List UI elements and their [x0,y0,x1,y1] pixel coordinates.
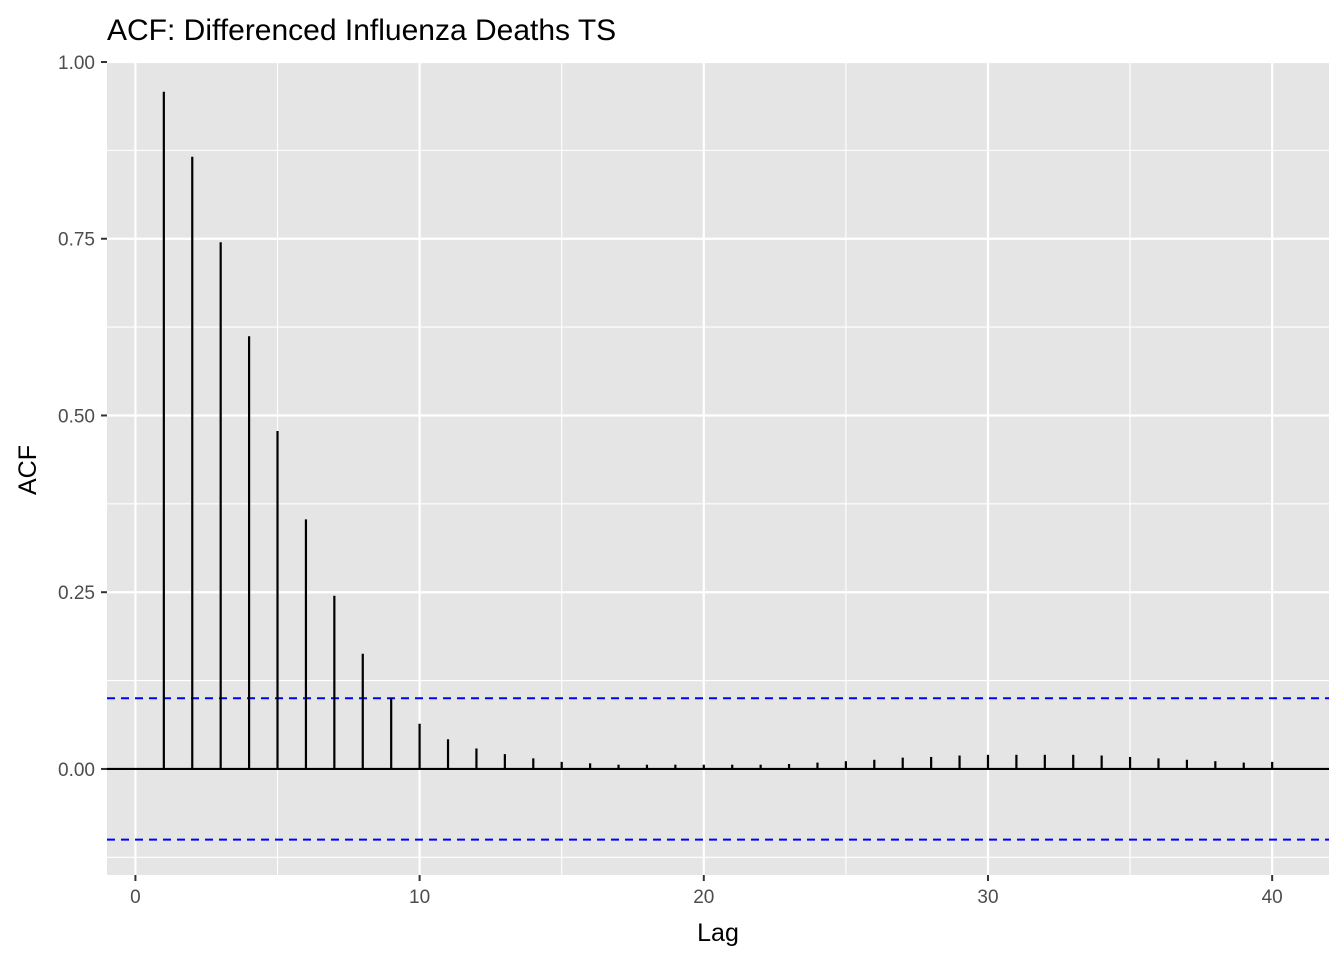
major-gridlines [107,60,1329,875]
minor-gridlines [107,62,1329,875]
x-tick-label: 10 [409,887,430,908]
confidence-bounds [107,697,1329,841]
chart-title: ACF: Differenced Influenza Deaths TS [107,14,616,47]
x-axis-title: Lag [697,919,739,947]
x-tick-label: 40 [1262,887,1283,908]
x-tick-label: 30 [977,887,998,908]
y-axis: 0.00 0.25 0.50 0.75 1.00 [58,53,107,781]
y-tick-label: 0.25 [58,583,95,604]
y-tick-label: 0.75 [58,230,95,251]
acf-segments [162,91,1274,769]
x-tick-label: 20 [693,887,714,908]
y-axis-title: ACF [14,445,42,495]
x-tick-label: 0 [130,887,141,908]
y-tick-label: 0.00 [58,760,95,781]
x-axis: 0 10 20 30 40 [130,875,1283,908]
plot-panel [107,62,1329,875]
y-tick-label: 1.00 [58,53,95,74]
y-tick-label: 0.50 [58,406,95,427]
